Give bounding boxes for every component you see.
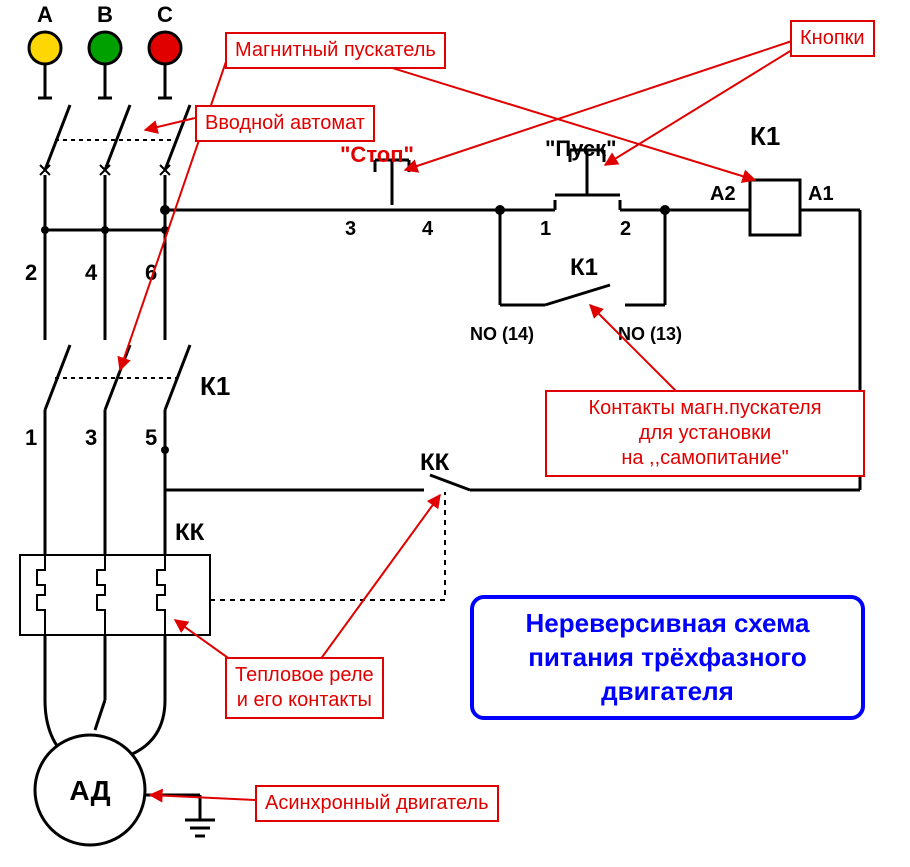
callout-thermal-l2: и его контакты <box>237 689 372 711</box>
start-term-1: 1 <box>540 218 551 240</box>
coil-k1-label: К1 <box>750 121 780 151</box>
term-4: 4 <box>85 260 98 285</box>
callout-input-breaker: Вводной автомат <box>195 105 375 142</box>
aux-k1-label: К1 <box>570 254 598 281</box>
phase-b-lamp <box>89 32 121 64</box>
input-breaker <box>38 98 190 175</box>
phase-c-label: C <box>157 2 173 27</box>
coil-a2: A2 <box>710 183 736 205</box>
motor-label: АД <box>69 775 110 806</box>
phase-a-label: A <box>37 2 53 27</box>
kk-label: КК <box>175 519 205 546</box>
term-1: 1 <box>25 425 37 450</box>
title-box: Нереверсивная схема питания трёхфазного … <box>470 595 865 720</box>
coil-a1: A1 <box>808 183 834 205</box>
callout-aux-l3: на ,,самопитание" <box>621 447 788 469</box>
callout-aux-contacts: Контакты магн.пускателя для установки на… <box>545 390 865 477</box>
kk-contact-label: КК <box>420 449 450 476</box>
stop-term-4: 4 <box>422 218 434 240</box>
k1-power-label: К1 <box>200 371 230 401</box>
stop-caption: "Стоп" <box>340 142 414 168</box>
callout-magnetic-starter: Магнитный пускатель <box>225 32 446 69</box>
callout-aux-l2: для установки <box>639 422 771 444</box>
phase-a-lamp <box>29 32 61 64</box>
start-caption: "Пуск" <box>545 136 617 162</box>
start-term-2: 2 <box>620 218 631 240</box>
stop-term-3: 3 <box>345 218 356 240</box>
aux-no14: NO (14) <box>470 324 534 344</box>
title-l2: питания трёхфазного <box>528 642 807 672</box>
callout-thermal-l1: Тепловое реле <box>235 664 374 686</box>
callout-aux-l1: Контакты магн.пускателя <box>588 397 821 419</box>
term-5: 5 <box>145 425 157 450</box>
callout-thermal: Тепловое реле и его контакты <box>225 657 384 719</box>
aux-no13: NO (13) <box>618 324 682 344</box>
title-l3: двигателя <box>601 676 734 706</box>
contactor-power <box>45 345 190 410</box>
title-l1: Нереверсивная схема <box>526 608 810 638</box>
coil-k1 <box>750 180 800 235</box>
callout-motor: Асинхронный двигатель <box>255 785 499 822</box>
term-2: 2 <box>25 260 37 285</box>
phase-b-label: B <box>97 2 113 27</box>
phase-c-lamp <box>149 32 181 64</box>
callout-buttons: Кнопки <box>790 20 875 57</box>
thermal-relay-box <box>20 555 210 635</box>
term-3: 3 <box>85 425 97 450</box>
